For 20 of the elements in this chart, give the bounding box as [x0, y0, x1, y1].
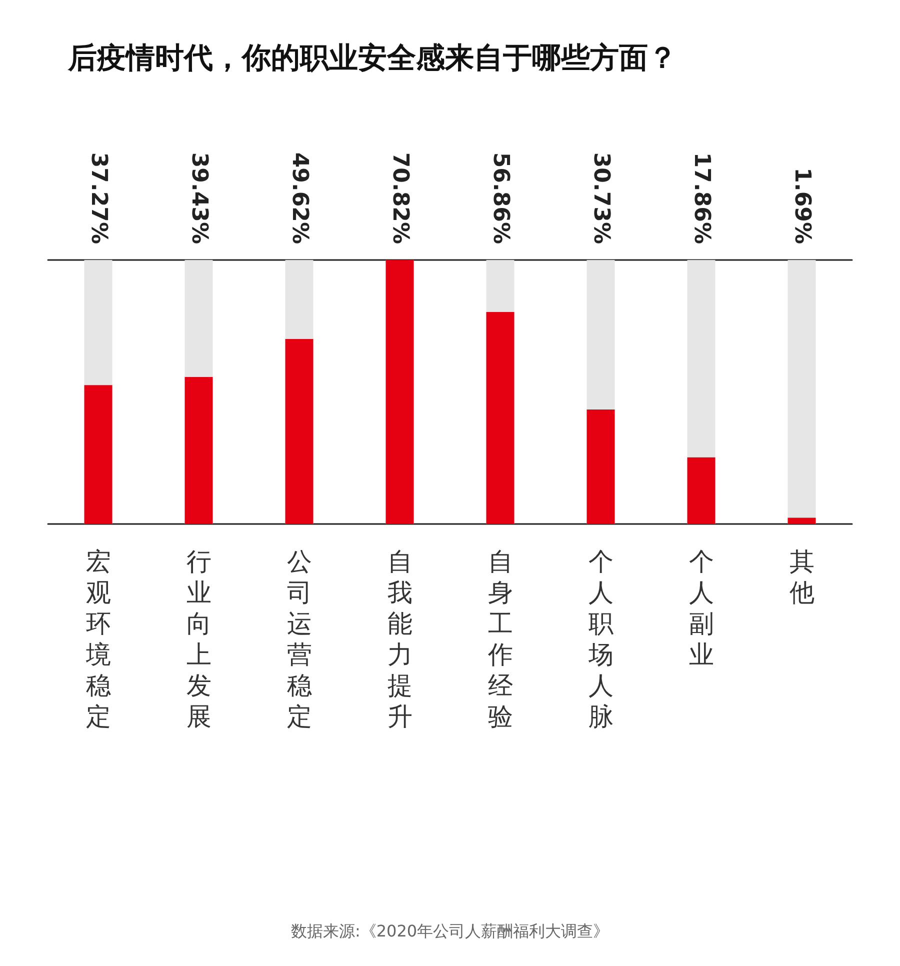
- x-tick-label: 个人副业: [688, 547, 714, 669]
- data-label: 39.43%: [186, 152, 212, 244]
- data-label: 70.82%: [387, 152, 412, 244]
- chart-title: 后疫情时代，你的职业安全感来自于哪些方面？: [67, 40, 677, 74]
- bar: [788, 518, 816, 524]
- source-note: 数据来源:《2020年公司人薪酬福利大调查》: [290, 922, 610, 940]
- data-label: 1.69%: [789, 168, 814, 244]
- x-tick-label: 公司运营稳定: [286, 547, 312, 731]
- data-label: 49.62%: [286, 152, 312, 244]
- x-tick-label: 行业向上发展: [186, 547, 212, 731]
- x-tick-label: 自我能力提升: [387, 547, 412, 731]
- data-label: 37.27%: [86, 152, 111, 244]
- data-label: 56.86%: [488, 152, 513, 244]
- x-tick-label: 宏观环境稳定: [84, 547, 111, 731]
- x-tick-label: 其他: [789, 547, 814, 607]
- data-label: 30.73%: [588, 152, 614, 244]
- data-label: 17.86%: [688, 152, 714, 244]
- bar: [687, 457, 716, 524]
- x-tick-label: 自身工作经验: [486, 547, 513, 731]
- x-tick-label: 个人职场人脉: [587, 547, 614, 731]
